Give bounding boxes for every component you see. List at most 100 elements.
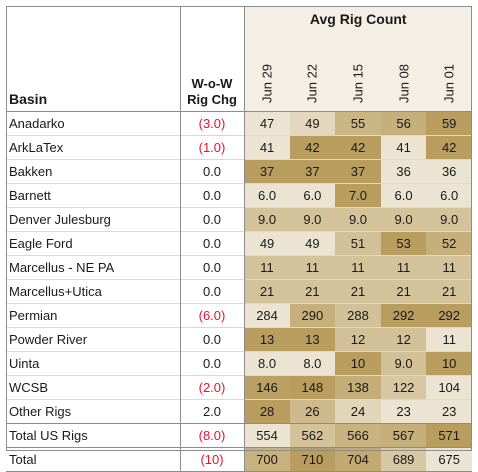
rig-count-cell: 37 [244,159,290,184]
wow-change: (10) [180,447,245,472]
table-row: ArkLaTex (1.0) 41 42 42 41 42 [6,135,472,160]
rig-count-table-container: Avg Rig Count Basin W-o-W Rig Chg Jun 29… [6,6,472,472]
basin-name: Total US Rigs [6,423,181,448]
rig-count-cell: 9.0 [380,351,427,376]
rig-count-cell: 7.0 [335,183,381,208]
rig-count-cell: 36 [380,159,427,184]
rig-count-cell: 59 [426,111,472,136]
rig-count-cell: 567 [380,423,427,448]
table-row: Denver Julesburg 0.0 9.0 9.0 9.0 9.0 9.0 [6,207,472,232]
rig-count-cell: 104 [426,375,472,400]
rig-count-cell: 554 [244,423,290,448]
rig-count-cell: 288 [335,303,381,328]
rig-count-cell: 11 [335,255,381,280]
rig-count-cell: 13 [244,327,290,352]
basin-name: Barnett [6,183,181,208]
rig-count-cell: 8.0 [289,351,336,376]
wow-change: 0.0 [180,207,245,232]
rig-count-cell: 13 [289,327,336,352]
basin-name: ArkLaTex [6,135,181,160]
rig-count-cell: 6.0 [380,183,427,208]
rig-count-cell: 21 [244,279,290,304]
rig-count-cell: 138 [335,375,381,400]
rig-count-cell: 12 [335,327,381,352]
basin-name: Bakken [6,159,181,184]
rig-count-cell: 49 [289,111,336,136]
wow-change: 0.0 [180,231,245,256]
wow-header-line1: W-o-W [191,76,233,91]
rig-count-cell: 292 [426,303,472,328]
rig-count-cell: 6.0 [426,183,472,208]
rig-count-cell: 689 [380,447,427,472]
rig-count-cell: 8.0 [244,351,290,376]
wow-change: 0.0 [180,279,245,304]
rig-count-cell: 10 [335,351,381,376]
table-row: Permian (6.0) 284 290 288 292 292 [6,303,472,328]
rig-count-cell: 9.0 [335,207,381,232]
basin-name: Eagle Ford [6,231,181,256]
basin-name: Other Rigs [6,399,181,424]
basin-name: Marcellus+Utica [6,279,181,304]
basin-name: Uinta [6,351,181,376]
rig-count-cell: 562 [289,423,336,448]
basin-name: Total [6,447,181,472]
rig-count-cell: 11 [426,327,472,352]
wow-change: 0.0 [180,255,245,280]
rig-count-cell: 21 [289,279,336,304]
rig-count-cell: 11 [380,255,427,280]
rig-count-cell: 11 [244,255,290,280]
rig-count-cell: 290 [289,303,336,328]
rig-count-cell: 292 [380,303,427,328]
wow-change: 0.0 [180,183,245,208]
wow-change: (6.0) [180,303,245,328]
wow-change: (8.0) [180,423,245,448]
basin-name: Denver Julesburg [6,207,181,232]
table-row: Total US Rigs (8.0) 554 562 566 567 571 [6,423,472,448]
rig-count-cell: 710 [289,447,336,472]
table-body: Anadarko (3.0) 47 49 55 56 59 ArkLaTex (1.0) 41 42… [6,111,472,472]
wow-change: 2.0 [180,399,245,424]
rig-count-cell: 148 [289,375,336,400]
rig-count-cell: 9.0 [289,207,336,232]
rig-count-cell: 146 [244,375,290,400]
wow-change: 0.0 [180,327,245,352]
rig-count-cell: 55 [335,111,381,136]
rig-count-cell: 23 [426,399,472,424]
rig-count-cell: 42 [289,135,336,160]
rig-count-cell: 9.0 [380,207,427,232]
wow-header-line2: Rig Chg [187,92,237,107]
rig-count-cell: 42 [335,135,381,160]
table-row: Powder River 0.0 13 13 12 12 11 [6,327,472,352]
table-row: Anadarko (3.0) 47 49 55 56 59 [6,111,472,136]
table-row: Uinta 0.0 8.0 8.0 10 9.0 10 [6,351,472,376]
rig-count-cell: 12 [380,327,427,352]
rig-count-cell: 26 [289,399,336,424]
rig-count-cell: 52 [426,231,472,256]
rig-count-cell: 53 [380,231,427,256]
rig-count-cell: 28 [244,399,290,424]
wow-change: (2.0) [180,375,245,400]
wow-change: (1.0) [180,135,245,160]
table-row: Marcellus - NE PA 0.0 11 11 11 11 11 [6,255,472,280]
rig-count-cell: 24 [335,399,381,424]
rig-count-cell: 51 [335,231,381,256]
rig-count-cell: 675 [426,447,472,472]
table-row: Other Rigs 2.0 28 26 24 23 23 [6,399,472,424]
date-column-header: Jun 08 [396,63,412,103]
wow-change: (3.0) [180,111,245,136]
rig-count-cell: 23 [380,399,427,424]
rig-count-cell: 6.0 [244,183,290,208]
basin-name: Permian [6,303,181,328]
rig-count-cell: 566 [335,423,381,448]
rig-count-cell: 11 [289,255,336,280]
rig-count-cell: 47 [244,111,290,136]
rig-count-cell: 21 [380,279,427,304]
date-column-header: Jun 22 [304,63,320,103]
rig-count-cell: 36 [426,159,472,184]
wow-change: 0.0 [180,159,245,184]
rig-count-cell: 41 [244,135,290,160]
rig-count-cell: 700 [244,447,290,472]
date-column-header: Jun 15 [350,63,366,103]
rig-count-cell: 42 [426,135,472,160]
rig-count-table: Avg Rig Count Basin W-o-W Rig Chg Jun 29… [6,6,472,472]
